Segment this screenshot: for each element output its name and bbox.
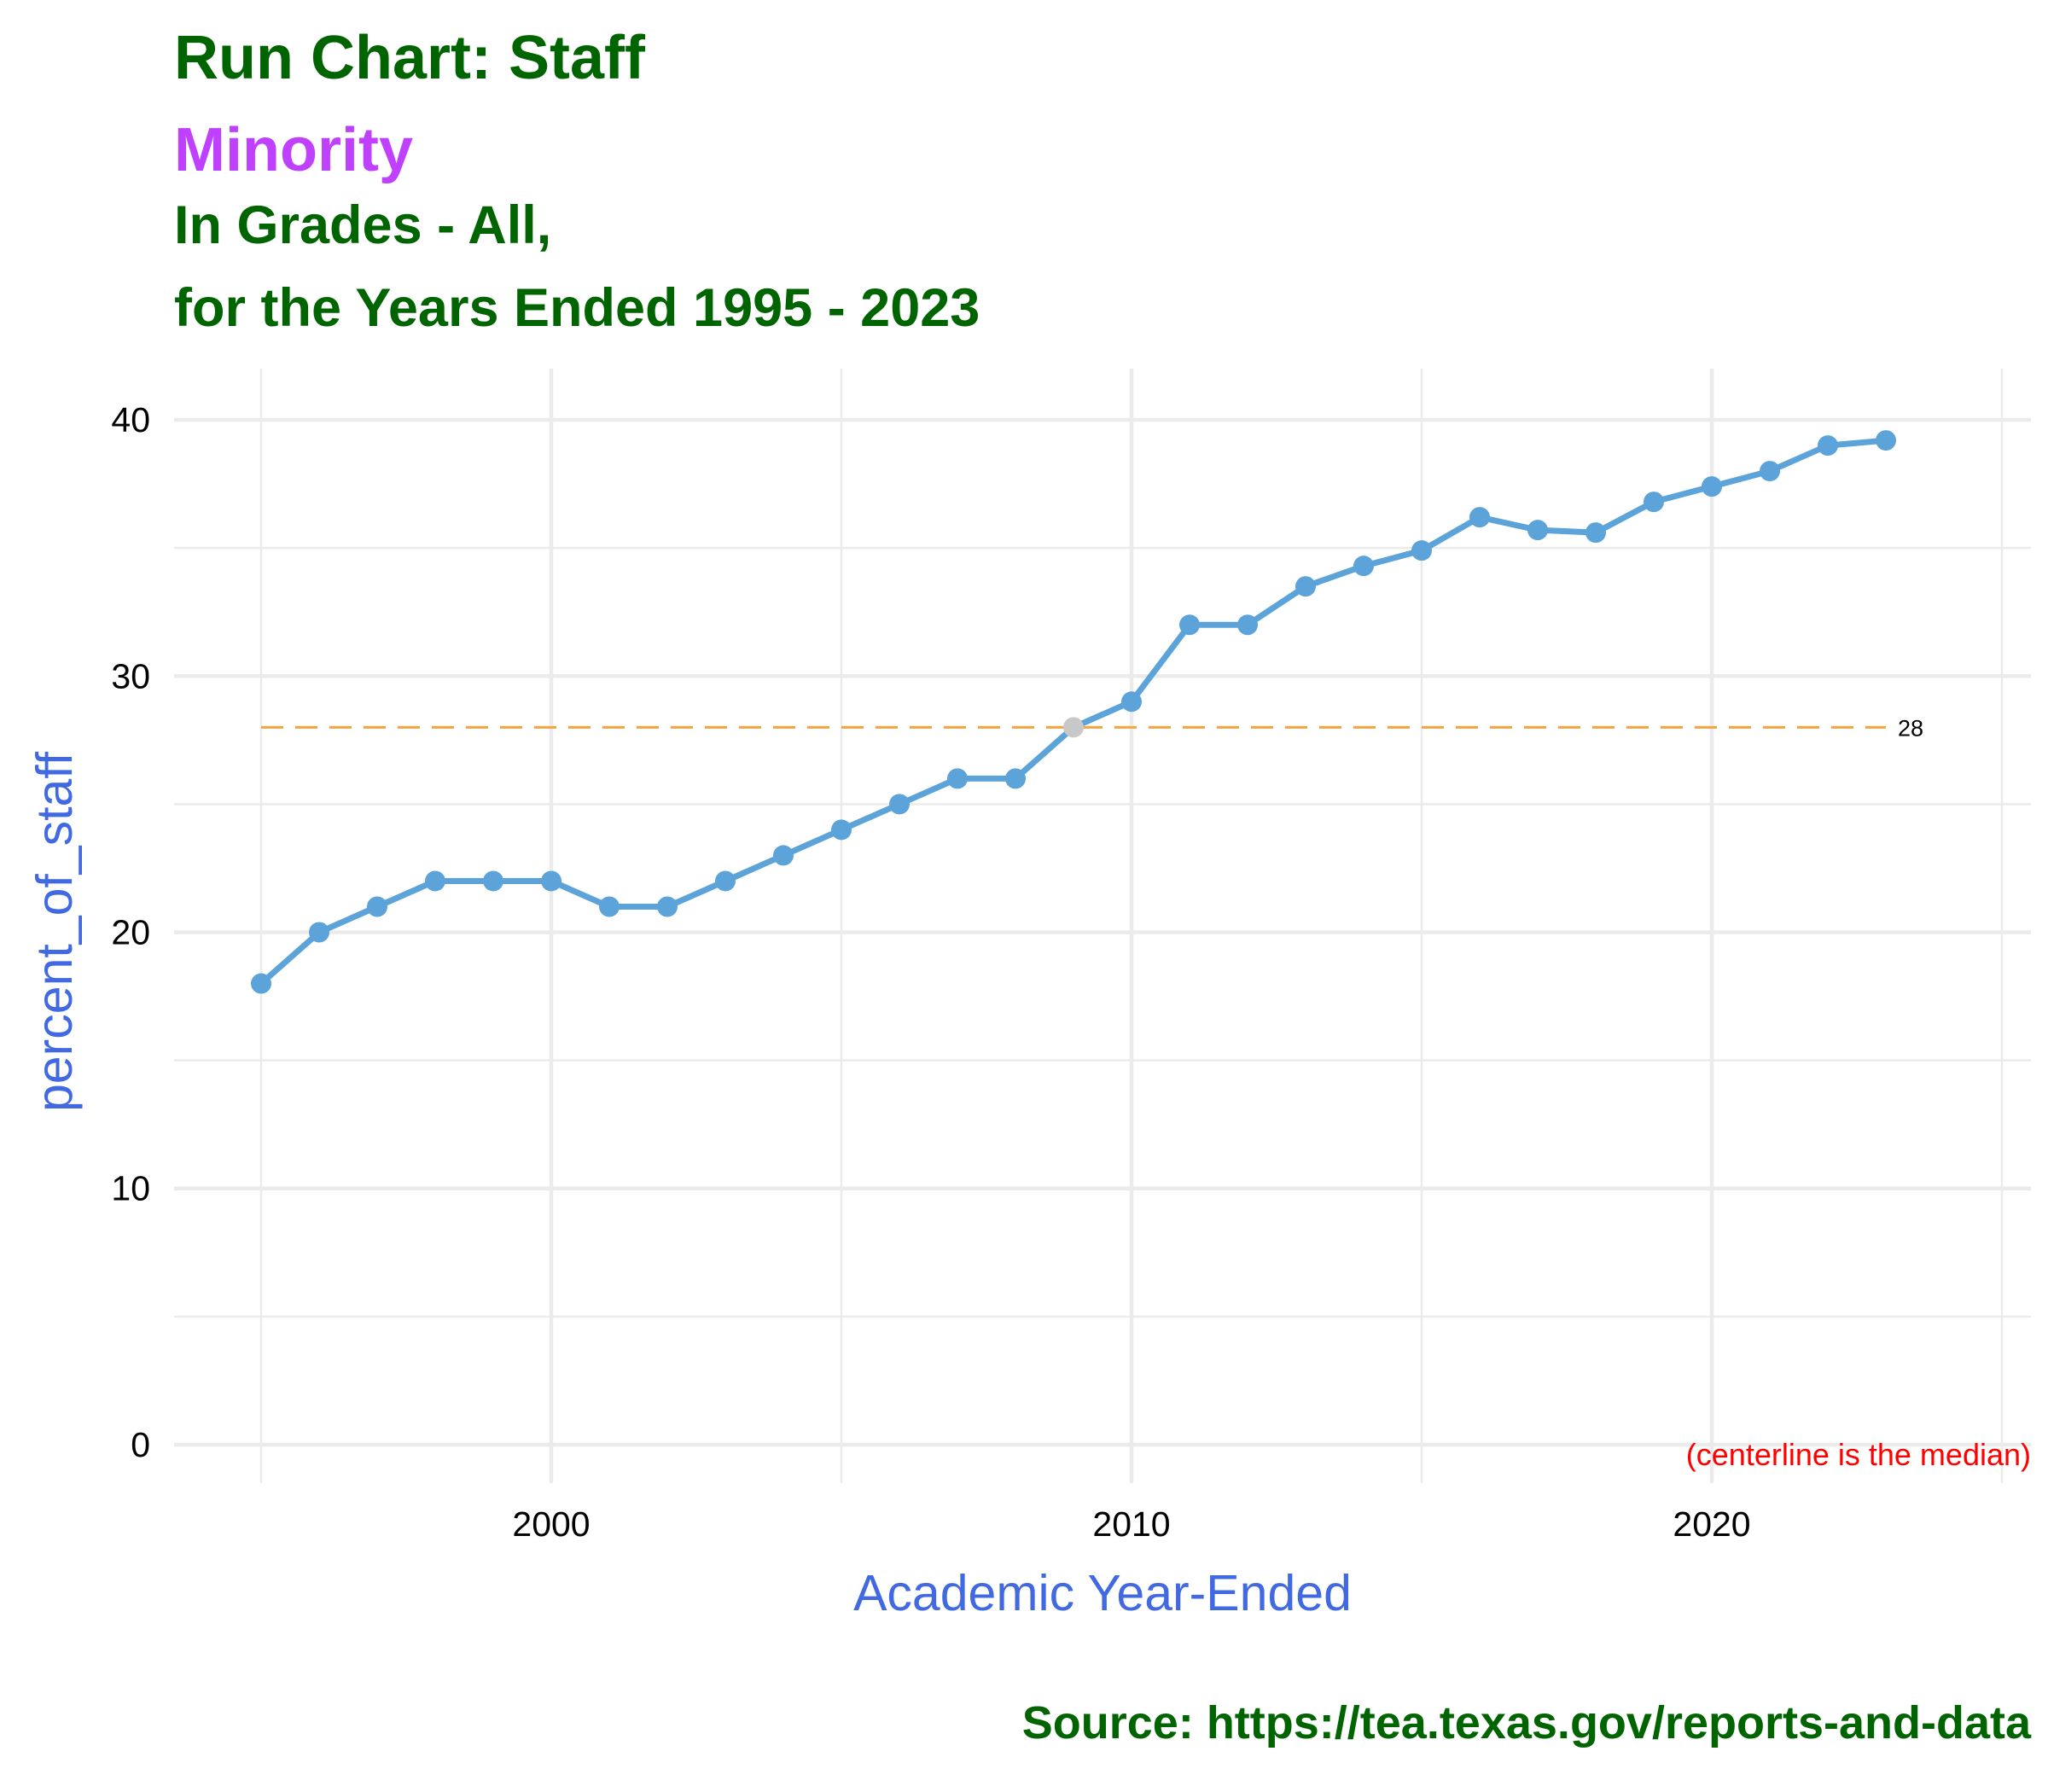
data-point — [1876, 430, 1896, 451]
chart-title: Run Chart: Staff — [174, 24, 646, 92]
data-point — [1644, 492, 1664, 513]
source-caption: Source: https://tea.texas.gov/reports-an… — [1022, 1697, 2032, 1748]
data-point — [1411, 540, 1432, 561]
data-point — [1237, 614, 1258, 636]
data-point — [1121, 691, 1142, 713]
chart-subtitle-grades: In Grades - All, — [174, 195, 551, 255]
data-point — [251, 973, 271, 994]
data-point — [1702, 476, 1722, 497]
y-tick-label: 20 — [111, 913, 150, 952]
data-point — [1179, 614, 1200, 636]
x-tick-label: 2010 — [1092, 1504, 1170, 1544]
data-point — [715, 870, 736, 892]
data-point — [1353, 556, 1374, 577]
y-axis-title: percent_of_staff — [26, 751, 83, 1112]
chart-subtitle-years: for the Years Ended 1995 - 2023 — [174, 278, 980, 338]
data-point — [1760, 461, 1780, 482]
grid-lines — [174, 369, 2031, 1483]
median-note: (centerline is the median) — [1686, 1437, 2031, 1472]
data-point — [889, 794, 910, 815]
data-point — [309, 922, 329, 943]
data-point — [831, 819, 852, 841]
median-centerline-group: 28 — [261, 715, 1923, 741]
data-point — [947, 768, 968, 789]
y-tick-label: 0 — [131, 1425, 150, 1464]
data-point — [1818, 435, 1838, 457]
x-tick-label: 2020 — [1673, 1504, 1750, 1544]
data-point — [367, 896, 387, 917]
data-point — [541, 870, 561, 892]
data-point — [1005, 768, 1026, 789]
data-point — [1527, 520, 1548, 541]
chart-subtitle-highlight: Minority — [174, 116, 413, 184]
data-point — [1295, 576, 1316, 597]
data-point — [657, 896, 678, 917]
y-tick-label: 10 — [111, 1169, 150, 1208]
data-point — [1469, 507, 1490, 528]
x-axis-title: Academic Year-Ended — [853, 1565, 1352, 1621]
tick-labels: 0 10 20 30 40 2000 2010 2020 — [111, 400, 1750, 1544]
y-tick-label: 40 — [111, 400, 150, 439]
data-point — [599, 896, 620, 917]
data-point — [483, 870, 503, 892]
data-point — [1585, 522, 1606, 544]
data-point — [1063, 717, 1084, 738]
y-tick-label: 30 — [111, 656, 150, 695]
x-tick-label: 2000 — [512, 1504, 590, 1544]
data-point — [425, 870, 445, 892]
data-point — [773, 845, 794, 866]
centerline-value-label: 28 — [1898, 715, 1923, 741]
data-series — [251, 430, 1896, 994]
